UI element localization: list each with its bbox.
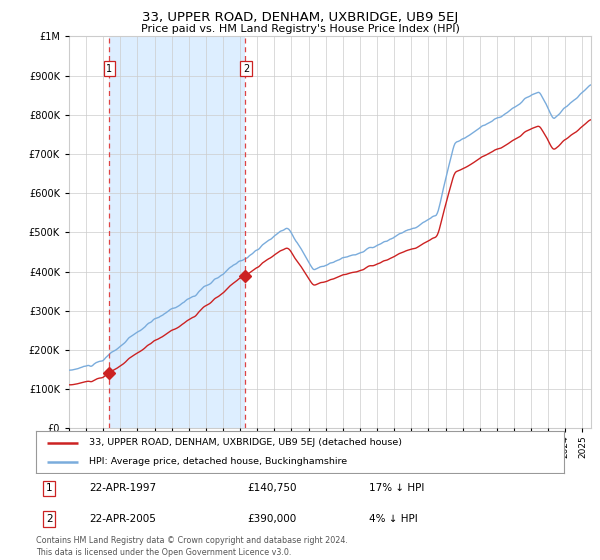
Text: Contains HM Land Registry data © Crown copyright and database right 2024.
This d: Contains HM Land Registry data © Crown c… (36, 536, 348, 557)
Text: 17% ↓ HPI: 17% ↓ HPI (368, 483, 424, 493)
Text: 4% ↓ HPI: 4% ↓ HPI (368, 514, 418, 524)
Text: 1: 1 (46, 483, 53, 493)
Text: HPI: Average price, detached house, Buckinghamshire: HPI: Average price, detached house, Buck… (89, 458, 347, 466)
Text: 2: 2 (46, 514, 53, 524)
Text: 2: 2 (243, 64, 249, 74)
Text: 22-APR-2005: 22-APR-2005 (89, 514, 155, 524)
Text: £140,750: £140,750 (247, 483, 297, 493)
Bar (109, 36, 245, 428)
Text: £390,000: £390,000 (247, 514, 296, 524)
Text: 33, UPPER ROAD, DENHAM, UXBRIDGE, UB9 5EJ: 33, UPPER ROAD, DENHAM, UXBRIDGE, UB9 5E… (142, 11, 458, 24)
Text: 22-APR-1997: 22-APR-1997 (89, 483, 156, 493)
Text: Price paid vs. HM Land Registry's House Price Index (HPI): Price paid vs. HM Land Registry's House … (140, 24, 460, 34)
Text: 1: 1 (106, 64, 112, 74)
Text: 33, UPPER ROAD, DENHAM, UXBRIDGE, UB9 5EJ (detached house): 33, UPPER ROAD, DENHAM, UXBRIDGE, UB9 5E… (89, 438, 402, 447)
